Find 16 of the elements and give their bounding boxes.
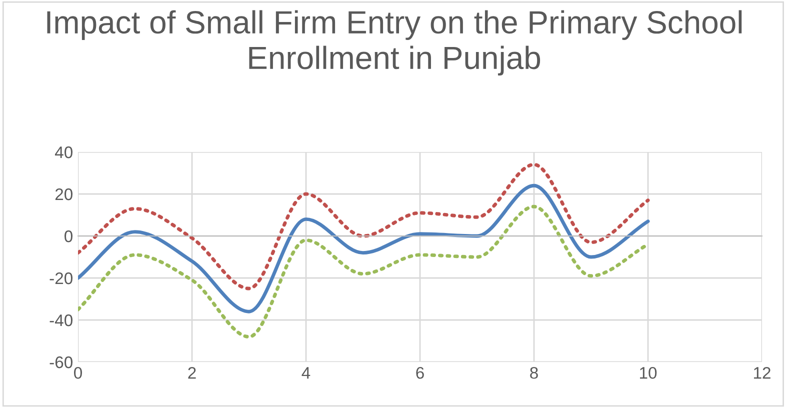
- x-tick-label: 0: [74, 366, 82, 379]
- chart-title: Impact of Small Firm Entry on the Primary School Enrollment in Punjab: [47, 10, 742, 76]
- line-series: [78, 184, 650, 314]
- x-tick-label: 4: [302, 367, 310, 379]
- y-tick-label: -40: [50, 314, 72, 326]
- x-tick-label: 2: [188, 366, 196, 379]
- y-tick-label: 0: [64, 230, 72, 242]
- x-tick-label: 12: [754, 366, 770, 379]
- y-tick-label: -20: [50, 272, 72, 284]
- x-tick-label: 6: [416, 366, 424, 379]
- x-tick-label: 8: [530, 366, 538, 379]
- y-tick-label: 20: [55, 188, 72, 200]
- y-tick-label: -60: [50, 356, 72, 368]
- x-tick-label: 10: [640, 366, 657, 379]
- line-series: [78, 162, 650, 290]
- y-tick-label: 40: [54, 146, 72, 158]
